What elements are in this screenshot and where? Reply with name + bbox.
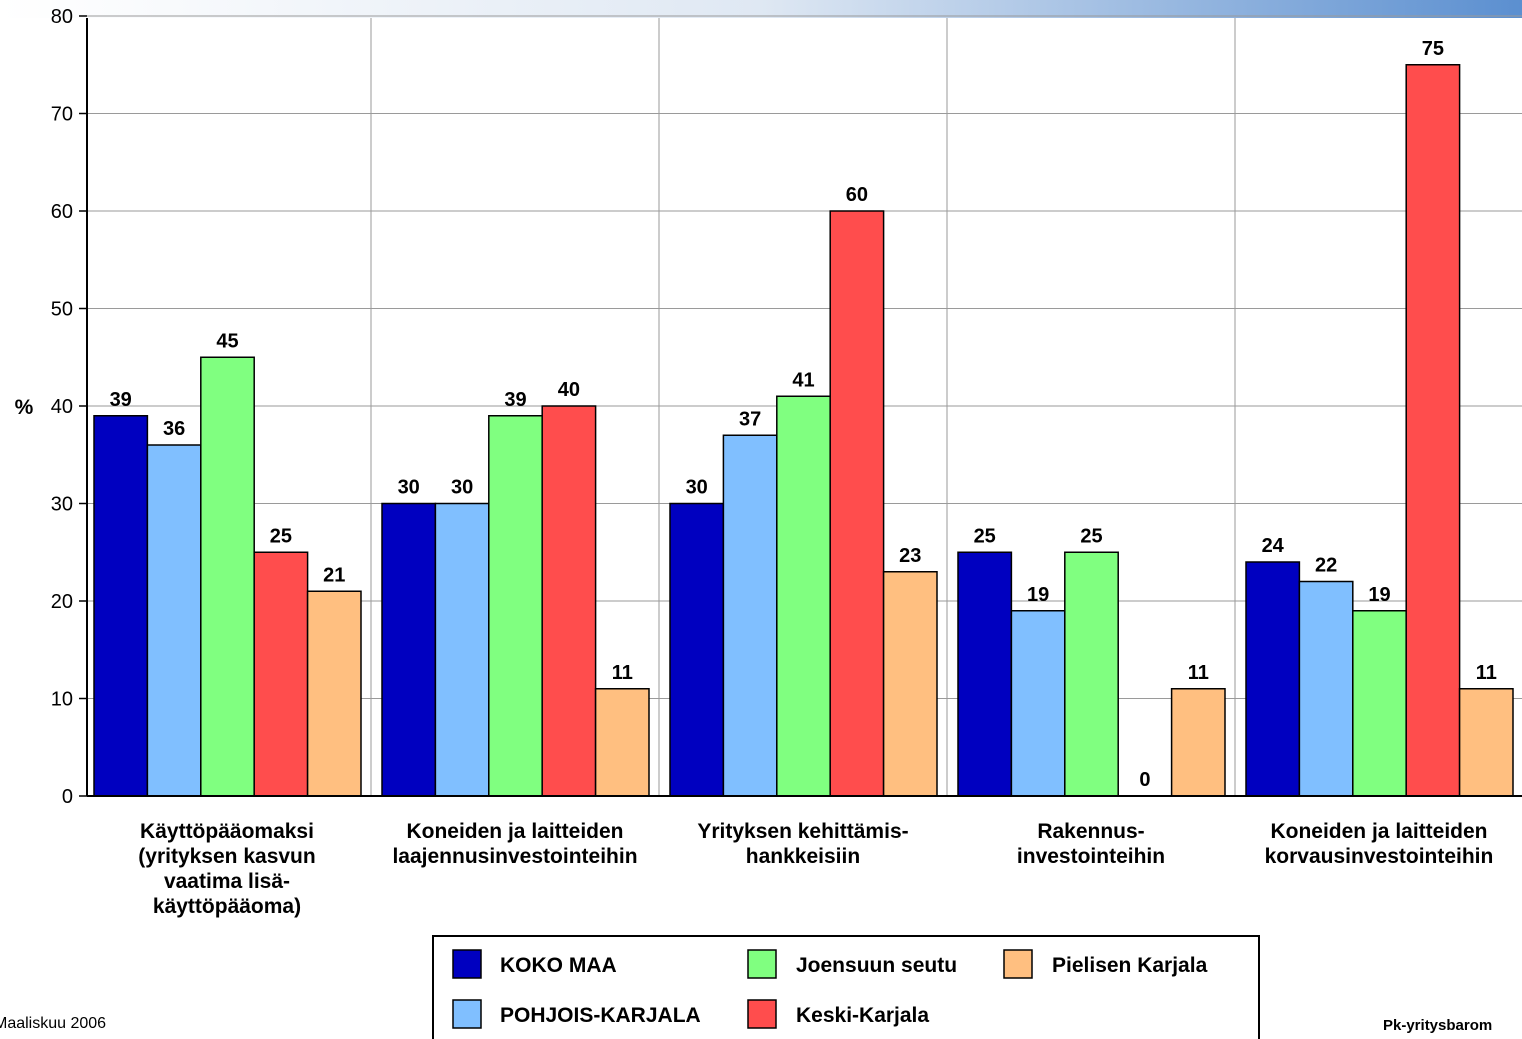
y-tick-label: 70 — [51, 104, 73, 126]
legend-swatch — [452, 949, 482, 979]
legend-swatch — [452, 999, 482, 1029]
legend-label: Pielisen Karjala — [1052, 954, 1208, 977]
y-tick-label: 80 — [51, 6, 73, 28]
data-label: 30 — [398, 477, 420, 499]
bar — [776, 395, 831, 797]
data-label: 11 — [612, 662, 633, 684]
data-label: 0 — [1139, 769, 1150, 791]
legend-swatch — [747, 999, 777, 1029]
bar — [488, 415, 543, 797]
bar — [306, 590, 362, 797]
bar — [722, 434, 778, 797]
data-label: 22 — [1315, 555, 1337, 577]
data-labels: 39 36 45 25 21 30 30 39 40 11 30 37 41 60 23 25 19 25 0 11 2… — [110, 38, 1497, 791]
bar — [253, 551, 309, 797]
bar — [669, 502, 725, 797]
bar — [1245, 561, 1301, 797]
bar — [829, 210, 885, 797]
bar — [882, 571, 938, 797]
category-label: Koneiden ja laitteiden laajennusinvestoin… — [392, 820, 637, 868]
bar — [146, 444, 202, 797]
category-label: Rakennus-investointeihin — [1017, 820, 1165, 868]
bar — [434, 502, 490, 797]
bar — [381, 502, 437, 797]
data-label: 30 — [451, 477, 473, 499]
legend-label: POHJOIS-KARJALA — [500, 1004, 701, 1027]
y-tick-label: 20 — [51, 591, 73, 613]
data-label: 25 — [1080, 525, 1102, 547]
bars — [93, 64, 1514, 797]
bar — [1405, 64, 1461, 797]
y-tick-label: 30 — [51, 494, 73, 516]
y-tick-label: 50 — [51, 299, 73, 321]
data-label: 23 — [899, 545, 921, 567]
axes: 0 10 20 30 40 50 60 70 80 Käyttöpääomaksi (yrityks… — [15, 6, 1522, 918]
bar — [594, 688, 650, 797]
footer-date: Maaliskuu 2006 — [0, 1015, 107, 1032]
bar — [1352, 610, 1407, 797]
bar — [1064, 551, 1119, 797]
data-label: 11 — [1188, 662, 1209, 684]
footer-source: Pk-yritysbarom — [1383, 1017, 1493, 1034]
y-axis-label: % — [15, 396, 34, 419]
bar — [541, 405, 597, 797]
data-label: 41 — [792, 369, 814, 391]
bar — [93, 415, 149, 797]
legend: KOKO MAA Joensuun seutu Pielisen Karjala PO… — [432, 935, 1260, 1039]
data-label: 40 — [558, 379, 580, 401]
data-label: 11 — [1476, 662, 1497, 684]
bar — [957, 551, 1013, 797]
bar — [1458, 688, 1514, 797]
data-label: 19 — [1027, 584, 1049, 606]
data-label: 25 — [270, 525, 292, 547]
category-label: Koneiden ja laitteiden korvausinvestointe… — [1265, 820, 1494, 868]
data-label: 45 — [216, 330, 238, 352]
legend-label: KOKO MAA — [500, 954, 617, 977]
bar — [1010, 610, 1066, 797]
y-tick-label: 60 — [51, 201, 73, 223]
bar — [1170, 688, 1226, 797]
y-tick-label: 0 — [62, 786, 73, 808]
legend-label: Joensuun seutu — [796, 954, 957, 977]
data-label: 24 — [1262, 535, 1285, 557]
data-label: 39 — [504, 389, 526, 411]
data-label: 60 — [846, 184, 868, 206]
data-label: 21 — [323, 564, 345, 586]
data-label: 30 — [686, 477, 708, 499]
bar — [1298, 580, 1354, 797]
y-tick-label: 10 — [51, 689, 73, 711]
data-label: 37 — [739, 408, 761, 430]
category-label: Käyttöpääomaksi (yrityksen kasvun vaatima … — [138, 820, 315, 918]
y-tick-label: 40 — [51, 396, 73, 418]
legend-swatch — [1003, 949, 1033, 979]
bar — [200, 356, 255, 797]
data-label: 75 — [1422, 38, 1444, 60]
data-label: 39 — [110, 389, 132, 411]
legend-swatch — [747, 949, 777, 979]
header-gradient-strip — [0, 0, 1522, 18]
legend-box — [432, 935, 1260, 1039]
data-label: 19 — [1368, 584, 1390, 606]
data-label: 36 — [163, 418, 185, 440]
category-label: Yrityksen kehittämis-hankkeisiin — [697, 820, 908, 868]
data-label: 25 — [974, 525, 996, 547]
legend-label: Keski-Karjala — [796, 1004, 929, 1027]
